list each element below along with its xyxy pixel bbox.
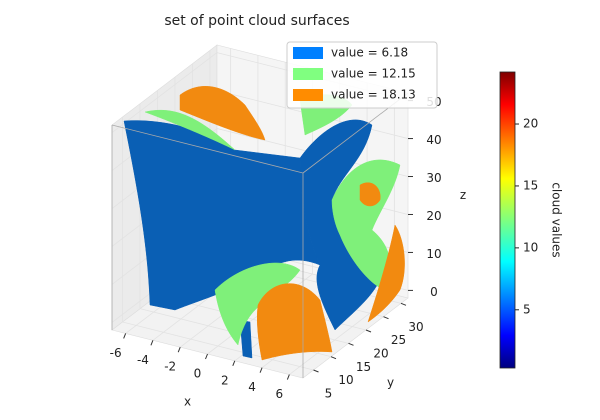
x-tick-label: -6 — [110, 346, 122, 360]
colorbar-tick-label: 20 — [523, 117, 538, 131]
x-axis-label: x — [184, 395, 191, 409]
tick-mark — [313, 369, 319, 373]
colorbar-tick-label: 15 — [523, 178, 538, 192]
z-tick-label: 40 — [426, 133, 441, 147]
tick-mark — [150, 340, 154, 346]
tick-mark — [400, 302, 407, 306]
surface — [359, 182, 381, 207]
x-tick-label: 6 — [276, 387, 284, 401]
x-tick-label: -2 — [164, 360, 176, 374]
legend-swatch — [293, 68, 323, 80]
tick-mark — [205, 353, 208, 360]
y-axis-label: y — [387, 376, 394, 390]
legend-label: value = 12.15 — [331, 67, 416, 81]
surface — [256, 283, 333, 361]
legend-label: value = 18.13 — [331, 88, 416, 102]
tick-mark — [383, 316, 389, 320]
x-tick-label: 0 — [194, 367, 202, 381]
z-tick-label: 0 — [430, 285, 438, 299]
tick-mark — [365, 329, 372, 333]
colorbar — [499, 71, 516, 369]
colorbar-tick-label: 5 — [523, 302, 531, 316]
legend-label: value = 6.18 — [331, 46, 408, 60]
tick-mark — [259, 367, 263, 373]
tick-mark — [286, 374, 290, 380]
colorbar-label: cloud values — [550, 182, 564, 257]
grid-line — [111, 52, 218, 133]
tick-mark — [348, 342, 354, 346]
legend-box — [286, 41, 438, 109]
z-tick-label: 10 — [426, 247, 441, 261]
axis-ticks: -6-4-202465101520253001020304050 — [110, 92, 442, 401]
surface — [144, 109, 236, 151]
surface — [179, 86, 266, 141]
box-edge — [111, 124, 304, 174]
y-tick-label: 15 — [356, 360, 371, 374]
tick-mark — [177, 346, 181, 353]
z-axis-label: z — [460, 188, 466, 202]
grid-line — [122, 321, 314, 371]
surface — [367, 224, 405, 323]
tick-mark — [330, 356, 337, 360]
x-tick-label: -4 — [137, 353, 149, 367]
y-tick-label: 25 — [391, 333, 406, 347]
x-tick-label: 4 — [248, 380, 256, 394]
tick-mark — [123, 333, 127, 339]
y-tick-label: 10 — [338, 373, 353, 387]
legend-swatch — [293, 89, 323, 101]
y-tick-label: 20 — [373, 347, 388, 361]
colorbar-tick-label: 10 — [523, 240, 538, 254]
z-tick-label: 30 — [426, 171, 441, 185]
colorbar-ticks: 5 10 15 20 — [515, 117, 538, 316]
legend-swatch — [293, 47, 323, 59]
chart-title: set of point cloud surfaces — [164, 13, 349, 29]
y-tick-label: 30 — [408, 320, 423, 334]
tick-mark — [232, 360, 236, 367]
y-tick-label: 5 — [325, 387, 333, 401]
x-tick-label: 2 — [221, 373, 229, 387]
surface — [331, 159, 401, 291]
z-tick-label: 20 — [426, 209, 441, 223]
legend: value = 6.18 value = 12.15 value = 18.13 — [286, 41, 438, 109]
